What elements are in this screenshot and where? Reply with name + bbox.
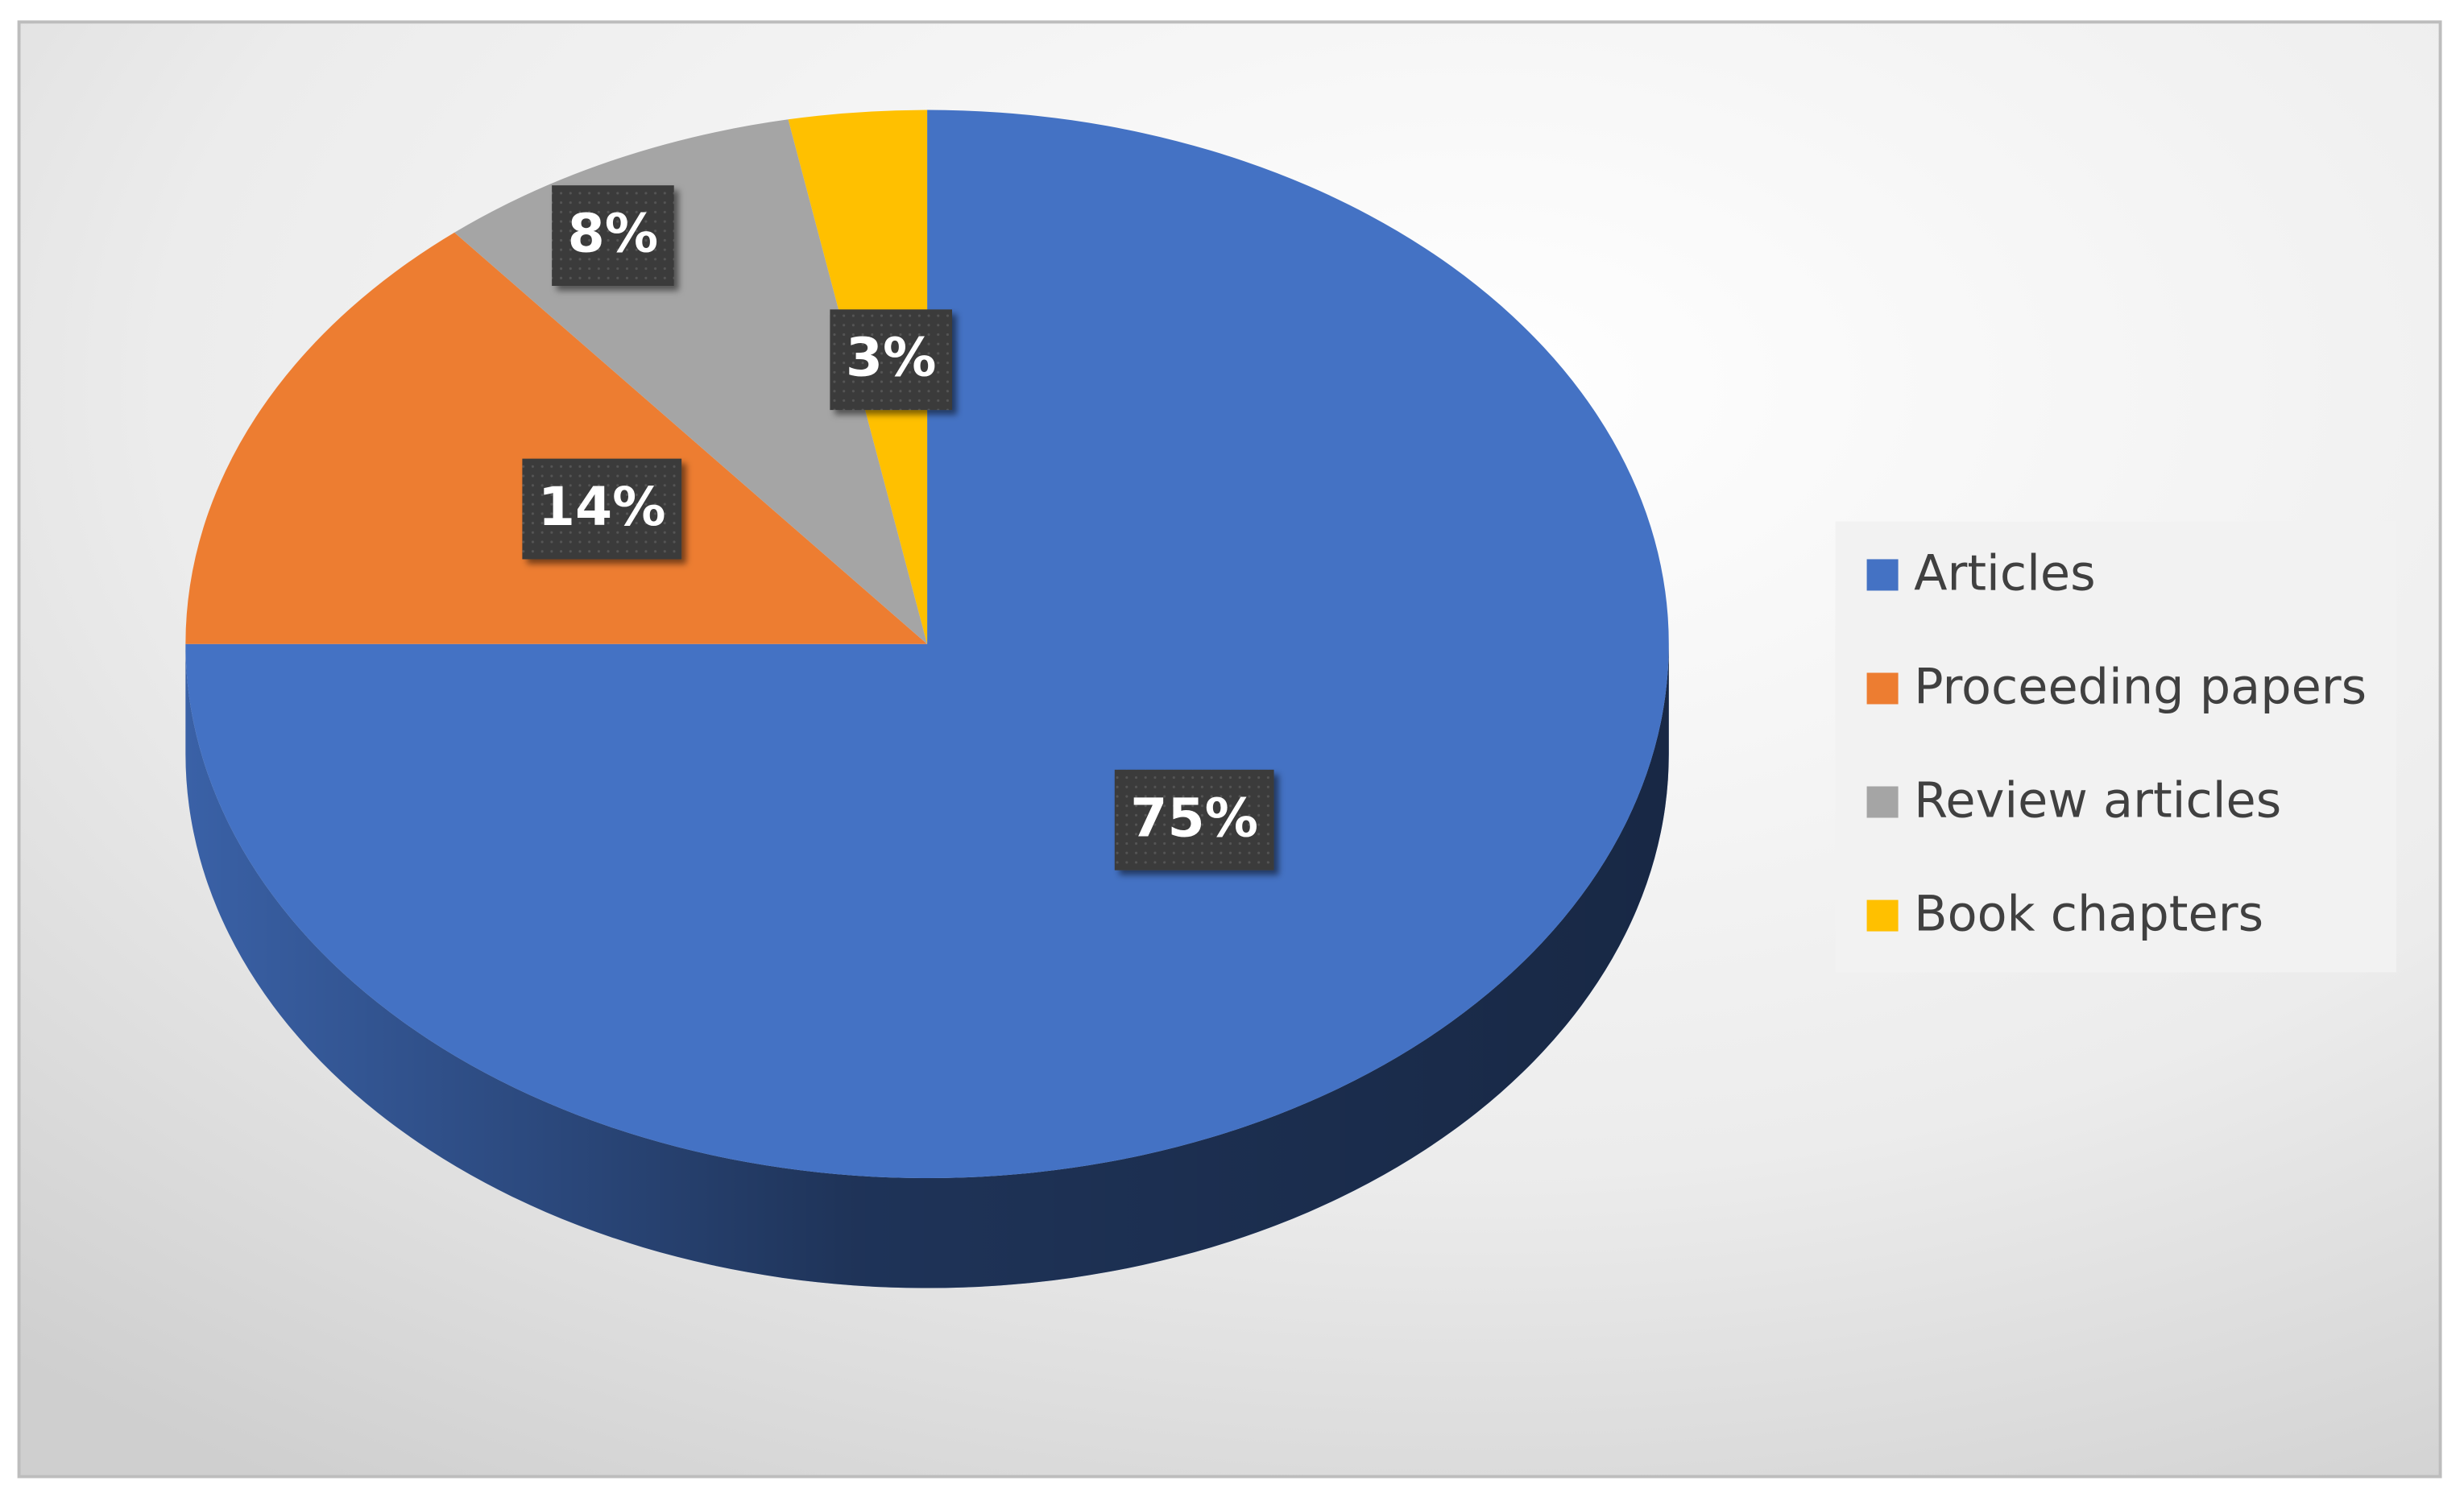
legend-label: Articles xyxy=(1914,545,2096,602)
legend-swatch xyxy=(1866,786,1899,818)
data-label-box xyxy=(552,185,674,287)
data-label-group: 14% xyxy=(522,458,682,560)
data-label: 3% xyxy=(846,326,937,389)
legend-swatch xyxy=(1866,672,1899,705)
data-label: 14% xyxy=(538,475,666,538)
legend-box xyxy=(1835,521,2396,973)
data-labels: 75% 14% 8% 3% xyxy=(522,185,1274,870)
pie-side-shade xyxy=(185,643,1669,1288)
data-label-box xyxy=(830,309,953,411)
legend-swatch xyxy=(1866,559,1899,591)
legend-label: Review articles xyxy=(1914,773,2281,829)
data-label-box xyxy=(1114,769,1274,870)
data-label: 75% xyxy=(1130,786,1258,849)
legend: Articles Proceeding papers Review articles… xyxy=(1866,545,2367,943)
legend-label: Proceeding papers xyxy=(1914,660,2367,716)
data-label-box xyxy=(522,458,682,560)
pie-slice xyxy=(185,232,928,644)
data-label-group: 3% xyxy=(830,309,953,411)
pie-slice xyxy=(185,110,1669,1179)
legend-label: Book chapters xyxy=(1914,887,2263,943)
legend-swatch xyxy=(1866,899,1899,932)
data-label: 8% xyxy=(568,202,659,265)
pie xyxy=(185,110,1669,1288)
data-label-group: 8% xyxy=(552,185,674,287)
data-label-group: 75% xyxy=(1114,769,1274,870)
